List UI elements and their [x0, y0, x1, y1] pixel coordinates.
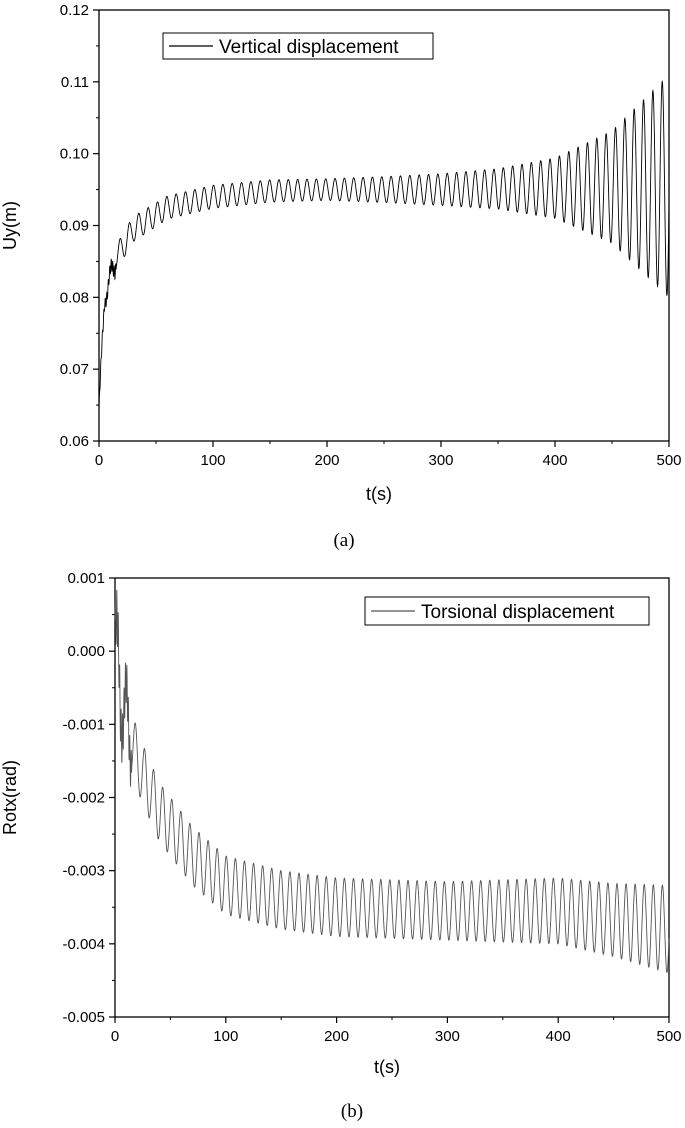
y-tick-label: -0.002 [62, 790, 105, 807]
x-axis-ticks-a: 0 100 200 300 400 500 [95, 441, 682, 469]
x-tick-label: 500 [656, 1028, 681, 1045]
x-tick-label: 100 [200, 452, 225, 469]
y-tick-label: -0.001 [62, 716, 105, 733]
panel-caption-a: (a) [333, 530, 354, 551]
y-axis-ticks-b: -0.005 -0.004 -0.003 -0.002 -0.001 0.000 0.001 [62, 570, 115, 1026]
panel-caption-b: (b) [341, 1101, 363, 1122]
y-axis-ticks-a: 0.06 0.07 0.08 0.09 0.10 0.11 0.12 [60, 2, 99, 450]
plot-frame-b [114, 577, 670, 1018]
series-group-b [114, 589, 670, 974]
y-axis-label-a: Uy(m) [0, 201, 20, 250]
legend-label-torsional-displacement: Torsional displacement [421, 602, 615, 623]
y-tick-label: 0.09 [60, 218, 89, 235]
series-line-torsional-displacement [114, 589, 670, 974]
x-tick-label: 0 [111, 1028, 119, 1045]
y-tick-label: 0.10 [60, 146, 89, 163]
x-tick-label: 400 [546, 1028, 571, 1045]
x-tick-label: 400 [542, 452, 567, 469]
y-tick-label: 0.000 [67, 643, 105, 660]
x-tick-label: 500 [656, 452, 681, 469]
x-tick-label: 300 [435, 1028, 460, 1045]
chart-panel-a: 0.06 0.07 0.08 0.09 0.10 0.11 0.12 0 100 200 300 4… [0, 2, 682, 551]
y-tick-label: 0.12 [60, 2, 89, 19]
legend-label-vertical-displacement: Vertical displacement [219, 37, 399, 58]
x-axis-ticks-b: 0 100 200 300 400 500 [111, 1017, 682, 1045]
x-axis-label-b: t(s) [374, 1057, 400, 1077]
x-tick-label: 100 [213, 1028, 238, 1045]
series-group-a [98, 80, 670, 409]
legend-a: Vertical displacement [162, 32, 434, 60]
x-tick-label: 300 [428, 452, 453, 469]
legend-box-b [364, 596, 650, 626]
y-axis-label-b: Rotx(rad) [0, 760, 20, 835]
x-axis-label-a: t(s) [366, 484, 392, 504]
y-tick-label: -0.004 [62, 936, 105, 953]
legend-b: Torsional displacement [364, 596, 650, 626]
y-tick-label: -0.003 [62, 863, 105, 880]
y-tick-label: 0.001 [67, 570, 105, 587]
x-tick-label: 0 [95, 452, 103, 469]
x-tick-label: 200 [314, 452, 339, 469]
y-tick-label: -0.005 [62, 1009, 105, 1026]
series-line-vertical-displacement [98, 80, 670, 409]
y-tick-label: 0.08 [60, 289, 89, 306]
x-tick-label: 200 [324, 1028, 349, 1045]
y-tick-label: 0.11 [61, 74, 89, 91]
chart-panel-b: -0.005 -0.004 -0.003 -0.002 -0.001 0.000 0.001… [0, 570, 682, 1122]
y-tick-label: 0.07 [60, 361, 89, 378]
y-tick-label: 0.06 [60, 433, 89, 450]
